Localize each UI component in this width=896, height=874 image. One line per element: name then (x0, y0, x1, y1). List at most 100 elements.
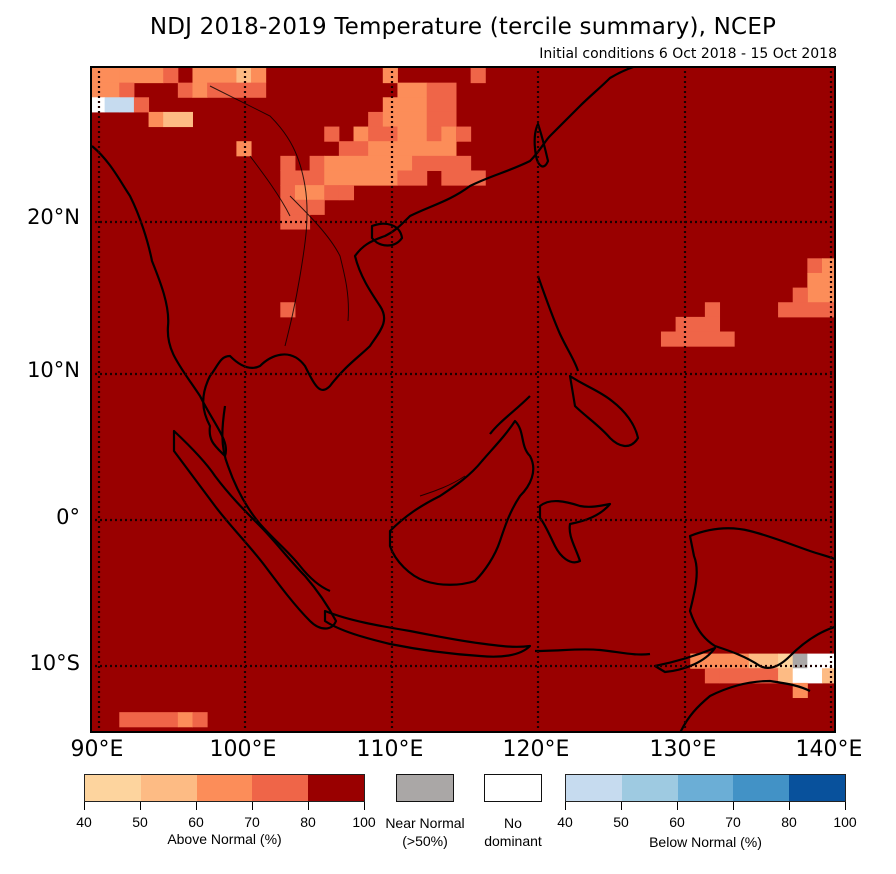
anomaly-cell (338, 141, 369, 157)
no-dominant-swatch (484, 774, 542, 802)
anomaly-cell (778, 668, 794, 684)
anomaly-cell (704, 668, 721, 684)
colorbar-tick (308, 802, 309, 810)
anomaly-cell (368, 126, 398, 142)
chart-subtitle: Initial conditions 6 Oct 2018 - 15 Oct 2… (539, 46, 837, 62)
anomaly-cell (822, 668, 834, 684)
anomaly-cell (119, 97, 135, 113)
anomaly-cell (426, 126, 442, 142)
colorbar-tick (677, 802, 678, 810)
graticule (92, 68, 834, 731)
anomaly-cell (675, 316, 721, 333)
anomaly-cell (163, 111, 193, 128)
lon-label-140e: 140°E (795, 737, 863, 762)
forecast-map (90, 66, 836, 733)
anomaly-cell (382, 68, 398, 84)
anomaly-cell (397, 82, 428, 98)
anomaly-cell (426, 141, 457, 157)
colorbar-tick (845, 802, 846, 810)
anomaly-cell (441, 170, 472, 186)
anomaly-cell (822, 258, 834, 274)
lon-label-90e: 90°E (70, 737, 124, 762)
anomaly-cell (309, 155, 325, 171)
near-normal-line2: (>50%) (402, 833, 448, 849)
colorbar-tick (789, 802, 790, 810)
colorbar-tick-label: 80 (300, 814, 316, 830)
colorbar-tick (252, 802, 253, 810)
lat-label-20n: 20°N (27, 205, 80, 229)
anomaly-cell (470, 68, 486, 84)
colorbar-segment (677, 775, 734, 801)
country-borders (209, 85, 466, 497)
no-dominant-line2: dominant (484, 833, 542, 849)
anomaly-cell (324, 155, 398, 171)
lat-label-0: 0° (56, 505, 80, 529)
above-normal-label: Above Normal (%) (167, 831, 282, 847)
coastlines (92, 68, 834, 731)
colorbar-tick-label: 100 (352, 814, 376, 830)
colorbar-segment (733, 775, 790, 801)
lat-label-10s: 10°S (29, 651, 80, 675)
anomaly-cell (368, 141, 428, 157)
anomaly-cell (338, 185, 355, 201)
colorbar-tick-label: 40 (76, 814, 92, 830)
anomaly-cell (251, 68, 267, 84)
colorbar-segment (196, 775, 253, 801)
anomaly-cell (324, 126, 340, 142)
above-normal-colorbar (84, 774, 365, 802)
anomaly-cell (177, 82, 193, 98)
colorbar-tick (364, 802, 365, 810)
anomaly-cell (441, 126, 457, 142)
colorbar-segment (308, 775, 364, 801)
anomaly-cell (382, 97, 428, 113)
anomaly-cell (133, 97, 150, 113)
colorbar-tick (196, 802, 197, 810)
anomaly-cell (177, 712, 193, 728)
colorbar-tick (84, 802, 85, 810)
anomaly-cell (280, 170, 325, 186)
anomaly-cell (426, 111, 457, 128)
anomaly-cell (470, 170, 486, 186)
anomaly-cell (368, 111, 384, 128)
colorbar-segment (140, 775, 197, 801)
anomaly-cell (92, 68, 120, 84)
anomaly-cell (397, 155, 413, 171)
anomaly-cell (192, 68, 237, 84)
colorbar-tick-label: 70 (244, 814, 260, 830)
anomaly-cell (192, 82, 208, 98)
anomaly-cell (104, 97, 120, 113)
anomaly-cell (192, 712, 208, 728)
colorbar-segment (621, 775, 678, 801)
colorbar-tick-label: 40 (557, 814, 573, 830)
colorbar-tick-label: 50 (613, 814, 629, 830)
anomaly-cell (778, 302, 834, 318)
anomaly-cell (324, 170, 398, 186)
colorbar-segment (566, 775, 622, 801)
anomaly-cell (280, 302, 296, 318)
lat-label-10n: 10°N (27, 358, 80, 382)
below-normal-label: Below Normal (%) (649, 834, 762, 850)
chart-title: NDJ 2018-2019 Temperature (tercile summa… (149, 14, 777, 40)
anomaly-cell (236, 141, 252, 157)
anomaly-cell (807, 258, 823, 274)
anomaly-cell (382, 111, 398, 128)
anomaly-cell (294, 185, 325, 201)
no-dominant-line1: No (504, 815, 522, 831)
anomaly-cells (92, 68, 834, 728)
colorbar-segment (85, 775, 141, 801)
below-normal-colorbar (565, 774, 846, 802)
colorbar-tick-label: 50 (132, 814, 148, 830)
anomaly-cell (807, 272, 834, 303)
anomaly-cell (280, 155, 296, 171)
map-layer (92, 68, 834, 731)
anomaly-cell (792, 287, 808, 303)
lon-label-110e: 110°E (356, 737, 424, 762)
anomaly-cell (412, 155, 457, 171)
anomaly-cell (719, 668, 779, 684)
colorbar-tick (621, 802, 622, 810)
anomaly-cell (236, 68, 252, 84)
anomaly-cell (119, 68, 164, 84)
no-dominant-label: No dominant (463, 814, 563, 850)
anomaly-cell (353, 126, 369, 142)
anomaly-cell (92, 82, 120, 98)
